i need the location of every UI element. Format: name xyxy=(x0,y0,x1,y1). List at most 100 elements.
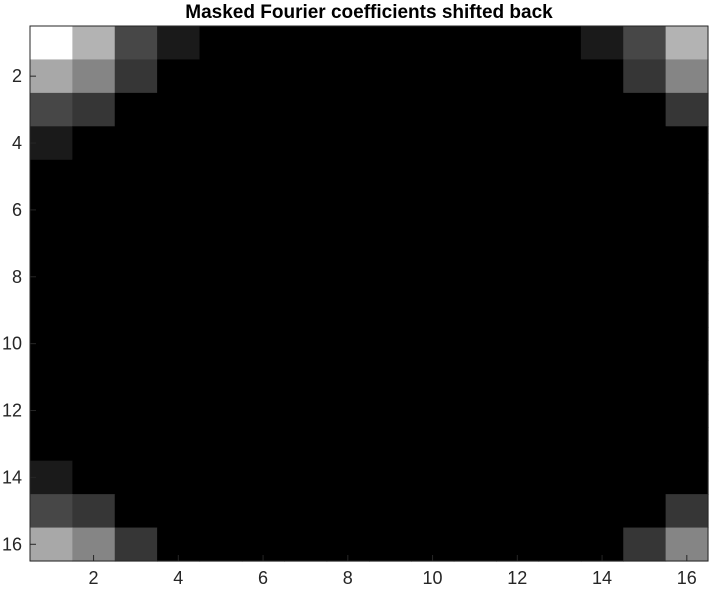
heatmap-cell-r13-c3 xyxy=(114,427,158,462)
heatmap-cell-r2-c10 xyxy=(411,59,455,94)
heatmap-cell-r12-c6 xyxy=(241,393,285,428)
heatmap-cell-r5-c16 xyxy=(665,159,709,194)
heatmap-cell-r8-c7 xyxy=(284,260,328,295)
heatmap-cell-r7-c9 xyxy=(369,226,412,261)
heatmap-cell-r15-c2 xyxy=(72,494,116,529)
heatmap-cell-r4-c2 xyxy=(72,126,116,161)
heatmap-cell-r3-c3 xyxy=(114,92,158,127)
heatmap-cell-r14-c1 xyxy=(30,460,73,495)
heatmap-cell-r16-c5 xyxy=(199,527,243,562)
heatmap-cell-r12-c14 xyxy=(580,393,624,428)
heatmap-cell-r3-c9 xyxy=(369,92,412,127)
heatmap-cell-r7-c5 xyxy=(199,226,243,261)
heatmap-cell-r14-c16 xyxy=(665,460,709,495)
heatmap-cell-r11-c13 xyxy=(538,360,582,395)
heatmap-cell-r16-c11 xyxy=(453,527,497,562)
heatmap-cell-r1-c3 xyxy=(114,26,158,61)
heatmap-cell-r12-c13 xyxy=(538,393,582,428)
heatmap-cell-r10-c9 xyxy=(369,326,412,361)
x-tick-label: 6 xyxy=(258,568,268,588)
heatmap-cell-r4-c9 xyxy=(369,126,412,161)
heatmap-cell-r6-c6 xyxy=(241,193,285,228)
heatmap-cell-r5-c3 xyxy=(114,159,158,194)
plot-frame xyxy=(29,25,709,562)
heatmap-cell-r16-c15 xyxy=(623,527,667,562)
heatmap-cell-r12-c3 xyxy=(114,393,158,428)
heatmap-cell-r8-c2 xyxy=(72,260,116,295)
heatmap-cell-r6-c15 xyxy=(623,193,667,228)
heatmap-cell-r7-c7 xyxy=(284,226,328,261)
y-tick-label: 16 xyxy=(2,534,22,554)
heatmap-cell-r3-c7 xyxy=(284,92,328,127)
x-tick-label: 2 xyxy=(89,568,99,588)
heatmap-cell-r15-c14 xyxy=(580,494,624,529)
heatmap-cell-r2-c11 xyxy=(453,59,497,94)
heatmap-cell-r7-c6 xyxy=(241,226,285,261)
heatmap-cell-r8-c5 xyxy=(199,260,243,295)
heatmap-cell-r5-c4 xyxy=(157,159,201,194)
heatmap-cell-r2-c16 xyxy=(665,59,709,94)
heatmap-cell-r4-c1 xyxy=(30,126,73,161)
heatmap-cell-r10-c6 xyxy=(241,326,285,361)
heatmap-cell-r9-c15 xyxy=(623,293,667,328)
heatmap-cell-r4-c8 xyxy=(326,126,370,161)
heatmap-cell-r9-c10 xyxy=(411,293,455,328)
heatmap-cell-r11-c16 xyxy=(665,360,709,395)
heatmap-cell-r14-c8 xyxy=(326,460,370,495)
heatmap-cell-r10-c8 xyxy=(326,326,370,361)
y-tick-label: 2 xyxy=(12,66,22,86)
heatmap-cell-r6-c7 xyxy=(284,193,328,228)
heatmap-cell-r1-c5 xyxy=(199,26,243,61)
heatmap-cell-r10-c11 xyxy=(453,326,497,361)
heatmap-cell-r15-c1 xyxy=(30,494,73,529)
heatmap-cell-r11-c10 xyxy=(411,360,455,395)
heatmap-cell-r1-c14 xyxy=(580,26,624,61)
heatmap-cell-r2-c9 xyxy=(369,59,412,94)
heatmap-cell-r14-c15 xyxy=(623,460,667,495)
heatmap-cell-r5-c6 xyxy=(241,159,285,194)
heatmap-cell-r15-c7 xyxy=(284,494,328,529)
heatmap-cell-r11-c15 xyxy=(623,360,667,395)
heatmap-cell-r14-c6 xyxy=(241,460,285,495)
heatmap-cell-r9-c14 xyxy=(580,293,624,328)
heatmap-cell-r4-c12 xyxy=(496,126,540,161)
heatmap-cell-r14-c12 xyxy=(496,460,540,495)
heatmap-cell-r9-c7 xyxy=(284,293,328,328)
heatmap-cell-r11-c7 xyxy=(284,360,328,395)
heatmap-cell-r11-c4 xyxy=(157,360,201,395)
heatmap-cell-r13-c4 xyxy=(157,427,201,462)
heatmap-cell-r5-c7 xyxy=(284,159,328,194)
heatmap-cells xyxy=(30,26,709,562)
heatmap-cell-r12-c8 xyxy=(326,393,370,428)
y-tick-label: 4 xyxy=(12,133,22,153)
heatmap-cell-r6-c3 xyxy=(114,193,158,228)
heatmap-cell-r12-c7 xyxy=(284,393,328,428)
heatmap-cell-r11-c1 xyxy=(30,360,73,395)
heatmap-cell-r15-c16 xyxy=(665,494,709,529)
heatmap-cell-r6-c1 xyxy=(30,193,73,228)
heatmap-cell-r15-c4 xyxy=(157,494,201,529)
heatmap-cell-r2-c2 xyxy=(72,59,116,94)
heatmap-cell-r7-c3 xyxy=(114,226,158,261)
heatmap-cell-r13-c7 xyxy=(284,427,328,462)
heatmap-cell-r4-c5 xyxy=(199,126,243,161)
heatmap-cell-r16-c13 xyxy=(538,527,582,562)
y-tick-label: 10 xyxy=(2,334,22,354)
heatmap-cell-r6-c11 xyxy=(453,193,497,228)
heatmap-cell-r16-c1 xyxy=(30,527,73,562)
heatmap-cell-r13-c13 xyxy=(538,427,582,462)
heatmap-cell-r14-c2 xyxy=(72,460,116,495)
chart-title: Masked Fourier coefficients shifted back xyxy=(185,2,553,23)
heatmap-cell-r2-c4 xyxy=(157,59,201,94)
x-tick-label: 4 xyxy=(173,568,183,588)
heatmap-cell-r2-c5 xyxy=(199,59,243,94)
x-tick-label: 8 xyxy=(343,568,353,588)
heatmap-cell-r2-c14 xyxy=(580,59,624,94)
heatmap-cell-r15-c8 xyxy=(326,494,370,529)
heatmap-cell-r8-c12 xyxy=(496,260,540,295)
heatmap-cell-r1-c9 xyxy=(369,26,412,61)
heatmap-cell-r4-c10 xyxy=(411,126,455,161)
heatmap-cell-r15-c5 xyxy=(199,494,243,529)
heatmap-cell-r3-c4 xyxy=(157,92,201,127)
heatmap-cell-r4-c4 xyxy=(157,126,201,161)
